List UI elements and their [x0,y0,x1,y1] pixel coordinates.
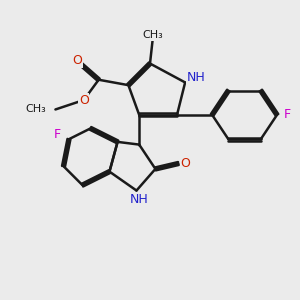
Text: CH₃: CH₃ [142,30,163,40]
Text: O: O [79,94,89,106]
Text: O: O [72,54,82,67]
Text: CH₃: CH₃ [25,104,46,115]
Text: F: F [54,128,61,141]
Text: NH: NH [187,71,206,84]
Text: F: F [284,108,291,122]
Text: NH: NH [130,193,148,206]
Text: O: O [180,157,190,170]
